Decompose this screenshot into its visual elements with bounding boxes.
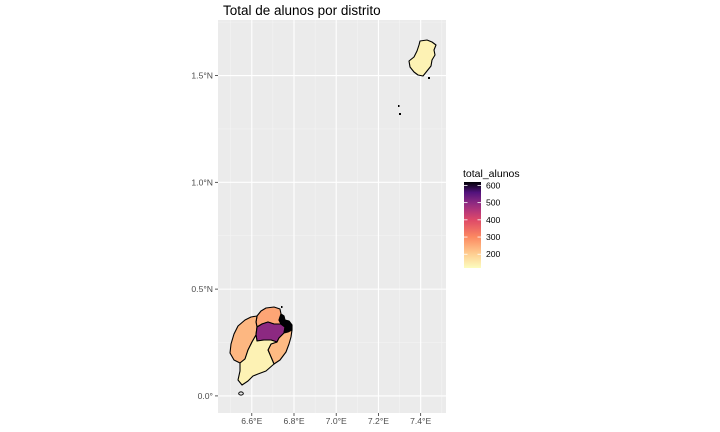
legend-tick-label: 200: [486, 249, 501, 259]
chart-title: Total de alunos por distrito: [223, 3, 381, 18]
legend-tick-label: 400: [486, 215, 501, 225]
islets: [238, 77, 430, 396]
islet-principe-east: [428, 77, 430, 79]
y-tick-label: 0.0°: [198, 391, 213, 401]
islet-sao-tome-north: [281, 306, 283, 308]
district-sao-tome-south: [237, 334, 278, 386]
legend: total_alunos 600 500 400 300 200: [463, 168, 520, 268]
colorbar: [464, 182, 481, 268]
islet-rolas: [238, 391, 244, 396]
x-tick-label: 6.8°E: [283, 416, 304, 426]
y-tick-label: 1.5°N: [191, 71, 213, 81]
legend-title: total_alunos: [463, 168, 520, 180]
islet-bombom-north: [398, 105, 400, 107]
legend-tick-label: 600: [486, 180, 501, 190]
x-axis: 6.6°E 6.8°E 7.0°E 7.2°E 7.4°E: [241, 413, 431, 426]
islet-bombom-south: [399, 113, 401, 115]
x-tick-label: 7.4°E: [410, 416, 431, 426]
x-tick-label: 7.0°E: [326, 416, 347, 426]
x-tick-label: 6.6°E: [241, 416, 262, 426]
y-tick-label: 0.5°N: [191, 284, 213, 294]
district-principe: [408, 39, 437, 77]
legend-tick-label: 500: [486, 198, 501, 208]
legend-tick-label: 300: [486, 232, 501, 242]
x-tick-label: 7.2°E: [368, 416, 389, 426]
legend-ticks: 600 500 400 300 200: [464, 180, 501, 259]
district-polygons: [229, 39, 437, 386]
y-tick-label: 1.0°N: [191, 177, 213, 187]
y-axis: 0.0° 0.5°N 1.0°N 1.5°N: [191, 71, 218, 401]
